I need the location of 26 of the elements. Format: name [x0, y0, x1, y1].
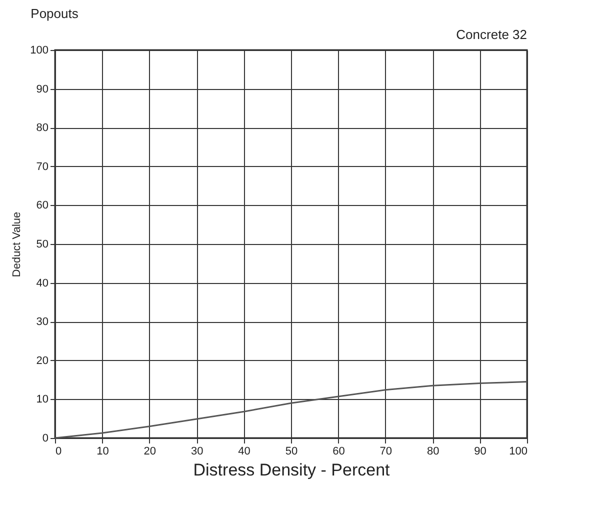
y-tick-label: 30	[36, 316, 48, 328]
x-tick-label: 60	[332, 446, 345, 458]
x-tick-label: 20	[144, 446, 156, 458]
x-tick-label: 30	[190, 446, 204, 458]
x-axis-title: Distress Density - Percent	[193, 460, 390, 480]
y-tick-label: 0	[42, 432, 48, 444]
y-tick-label: 20	[36, 354, 48, 367]
y-axis-title: Deduct Value	[11, 212, 24, 278]
x-tick-label: 10	[96, 446, 109, 458]
y-tick-label: 70	[36, 160, 48, 173]
y-tick-label: 100	[30, 44, 48, 56]
y-tick-label: 90	[36, 83, 48, 96]
x-tick-label: 0	[56, 446, 62, 458]
x-tick-label: 90	[474, 446, 486, 458]
y-tick-label: 60	[36, 200, 48, 212]
x-tick-label: 40	[238, 446, 250, 458]
x-tick-label: 80	[426, 446, 440, 458]
x-tick-label: 50	[285, 446, 298, 458]
y-tick-label: 40	[36, 277, 48, 290]
x-tick-label: 100	[509, 446, 528, 458]
y-tick-label: 50	[36, 238, 48, 250]
y-tick-label: 10	[36, 394, 48, 406]
y-tick-label: 80	[36, 122, 48, 134]
text: Concrete 32	[456, 27, 527, 42]
x-tick-label: 70	[380, 446, 392, 458]
chart-title: Popouts	[30, 6, 79, 21]
